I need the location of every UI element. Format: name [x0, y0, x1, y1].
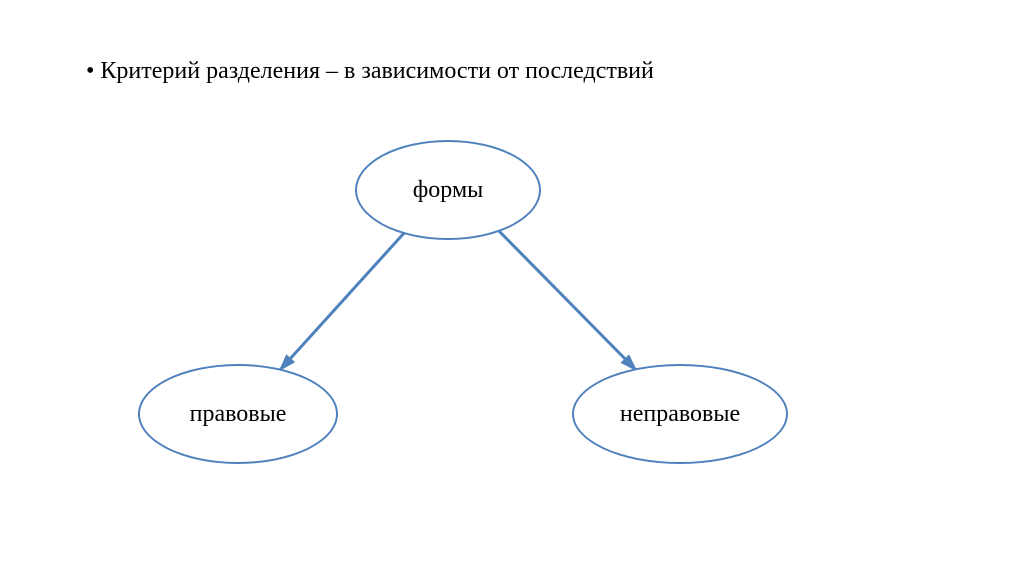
node-right-label: неправовые [620, 401, 740, 428]
node-left-label: правовые [190, 401, 287, 428]
edge-root-right [498, 230, 636, 370]
node-root-label: формы [413, 177, 484, 204]
edge-root-left [280, 232, 405, 370]
node-right: неправовые [572, 364, 788, 464]
edges-layer [0, 0, 1024, 574]
node-left: правовые [138, 364, 338, 464]
node-root: формы [355, 140, 541, 240]
